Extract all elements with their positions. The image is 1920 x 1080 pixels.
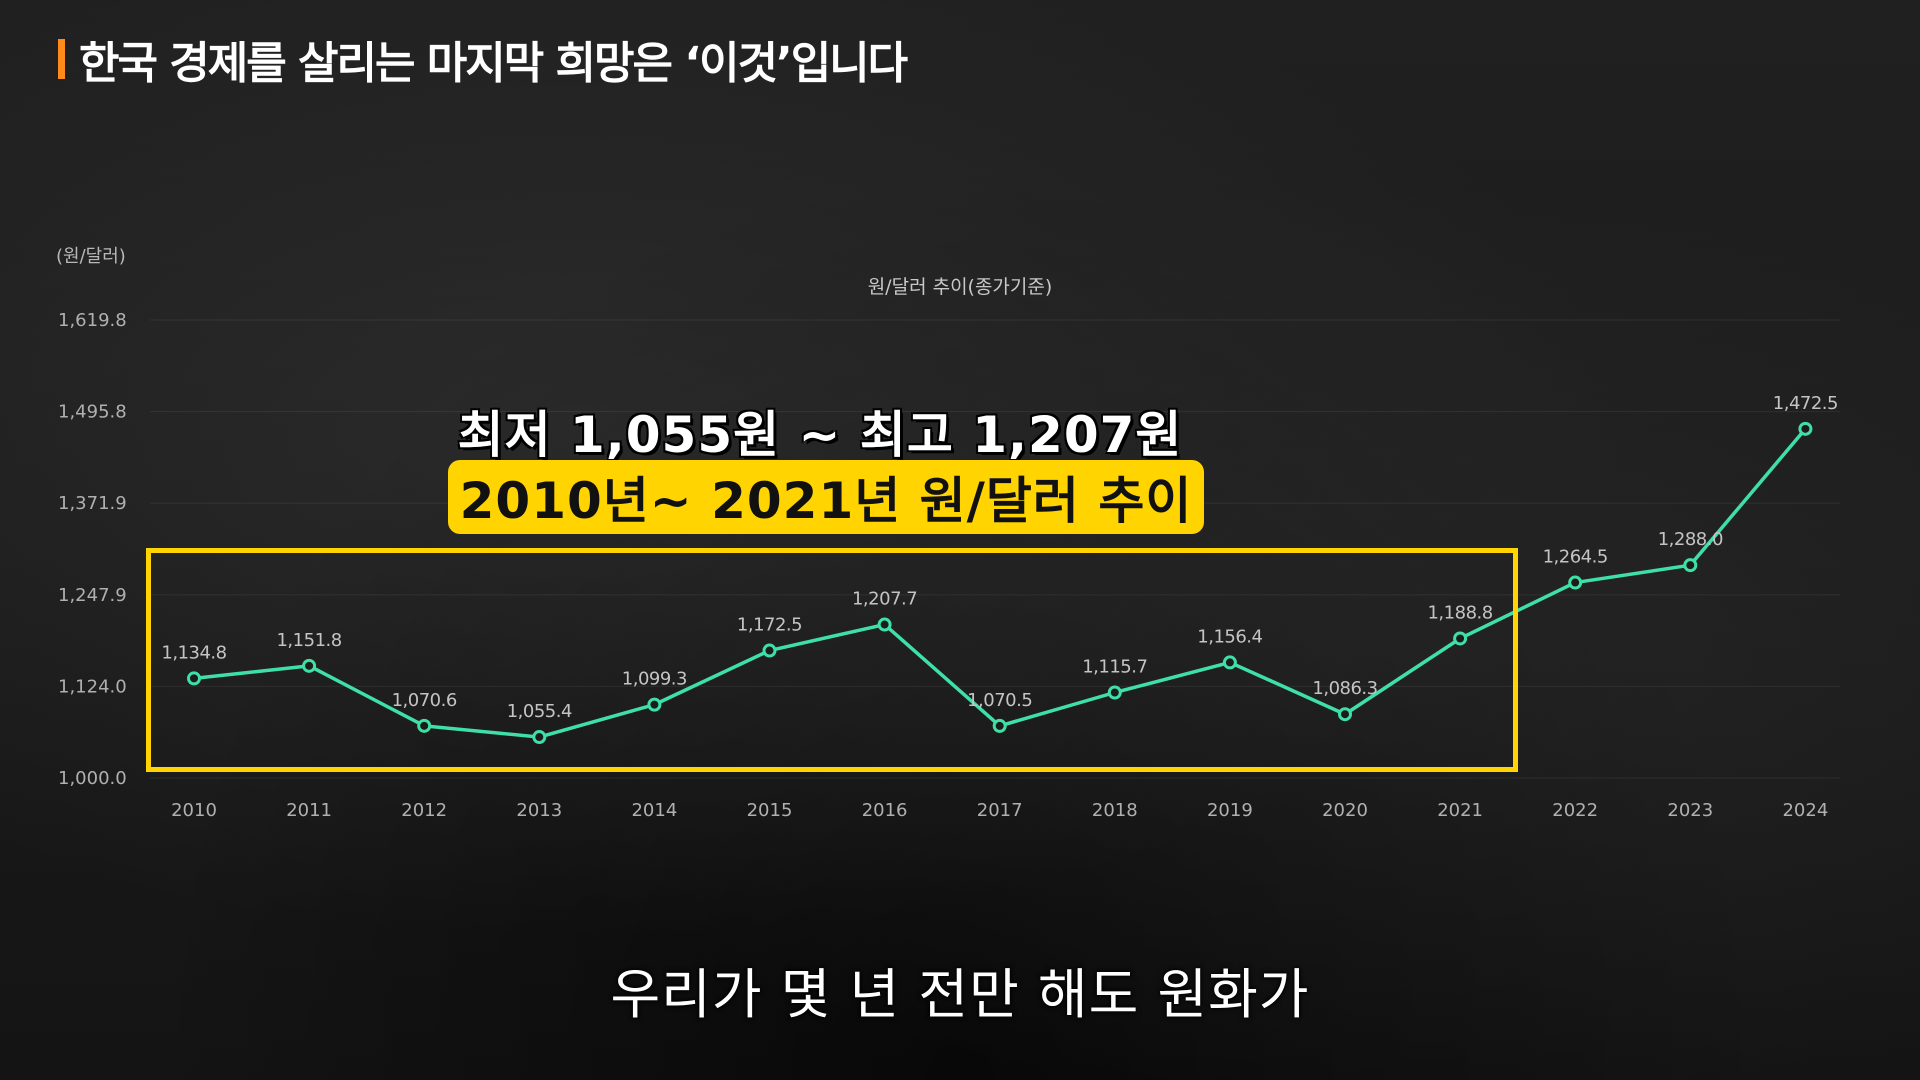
data-point: [302, 658, 317, 673]
x-tick-label: 2024: [1782, 800, 1828, 821]
data-point: [1568, 575, 1583, 590]
x-tick-label: 2014: [631, 800, 677, 821]
x-tick-label: 2018: [1092, 800, 1138, 821]
data-point: [992, 718, 1007, 733]
title-accent-bar: [58, 39, 65, 79]
chart-title: 원/달러 추이(종가기준): [868, 276, 1053, 298]
x-tick-label: 2010: [171, 800, 217, 821]
data-label: 1,099.3: [622, 669, 687, 690]
x-tick-label: 2017: [977, 800, 1023, 821]
page-title-text: 한국 경제를 살리는 마지막 희망은 ‘이것’입니다: [79, 38, 908, 89]
data-point: [532, 730, 547, 745]
data-point: [1222, 655, 1237, 670]
data-label: 1,156.4: [1197, 626, 1262, 647]
x-tick-label: 2013: [516, 800, 562, 821]
data-label: 1,472.5: [1773, 393, 1838, 414]
annotation-min-max: 최저 1,055원 ~ 최고 1,207원: [457, 406, 1183, 464]
x-tick-label: 2015: [747, 800, 793, 821]
data-label: 1,172.5: [737, 615, 802, 636]
data-label: 1,264.5: [1543, 547, 1608, 568]
y-tick-label: 1,619.8: [58, 310, 127, 331]
data-point: [647, 697, 662, 712]
page-title: 한국 경제를 살리는 마지막 희망은 ‘이것’입니다: [58, 34, 908, 89]
annotation-pill: 2010년~ 2021년 원/달러 추이: [448, 460, 1204, 534]
data-label: 1,086.3: [1312, 678, 1377, 699]
x-tick-label: 2023: [1667, 800, 1713, 821]
data-label: 1,070.5: [967, 690, 1032, 711]
data-label: 1,115.7: [1082, 657, 1147, 678]
data-point: [762, 643, 777, 658]
highlight-box-2010-2021: [146, 548, 1518, 772]
data-point: [417, 718, 432, 733]
annotation-pill-text: 2010년~ 2021년 원/달러 추이: [459, 472, 1193, 530]
data-point: [1107, 685, 1122, 700]
x-tick-label: 2011: [286, 800, 332, 821]
data-point: [1453, 631, 1468, 646]
x-tick-label: 2016: [862, 800, 908, 821]
caption-subtitle: 우리가 몇 년 전만 해도 원화가: [610, 963, 1310, 1026]
data-point: [187, 671, 201, 686]
data-label: 1,288.0: [1658, 529, 1723, 550]
data-label: 1,055.4: [507, 701, 572, 722]
data-label: 1,207.7: [852, 589, 917, 610]
data-label: 1,134.8: [161, 642, 226, 663]
x-tick-label: 2012: [401, 800, 447, 821]
x-tick-label: 2022: [1552, 800, 1598, 821]
y-tick-label: 1,495.8: [58, 402, 127, 423]
data-point: [1338, 707, 1352, 722]
x-tick-label: 2019: [1207, 800, 1253, 821]
y-tick-label: 1,371.9: [58, 493, 127, 514]
data-point: [1683, 558, 1698, 573]
y-tick-label: 1,247.9: [58, 585, 127, 606]
y-tick-label: 1,124.0: [58, 676, 127, 697]
y-axis-label: (원/달러): [56, 246, 126, 267]
data-label: 1,151.8: [276, 630, 341, 651]
data-point: [1798, 421, 1813, 436]
x-tick-label: 2020: [1322, 800, 1368, 821]
data-label: 1,188.8: [1427, 602, 1492, 623]
x-tick-label: 2021: [1437, 800, 1483, 821]
data-point: [877, 617, 892, 632]
y-tick-label: 1,000.0: [58, 768, 127, 789]
data-label: 1,070.6: [392, 690, 457, 711]
